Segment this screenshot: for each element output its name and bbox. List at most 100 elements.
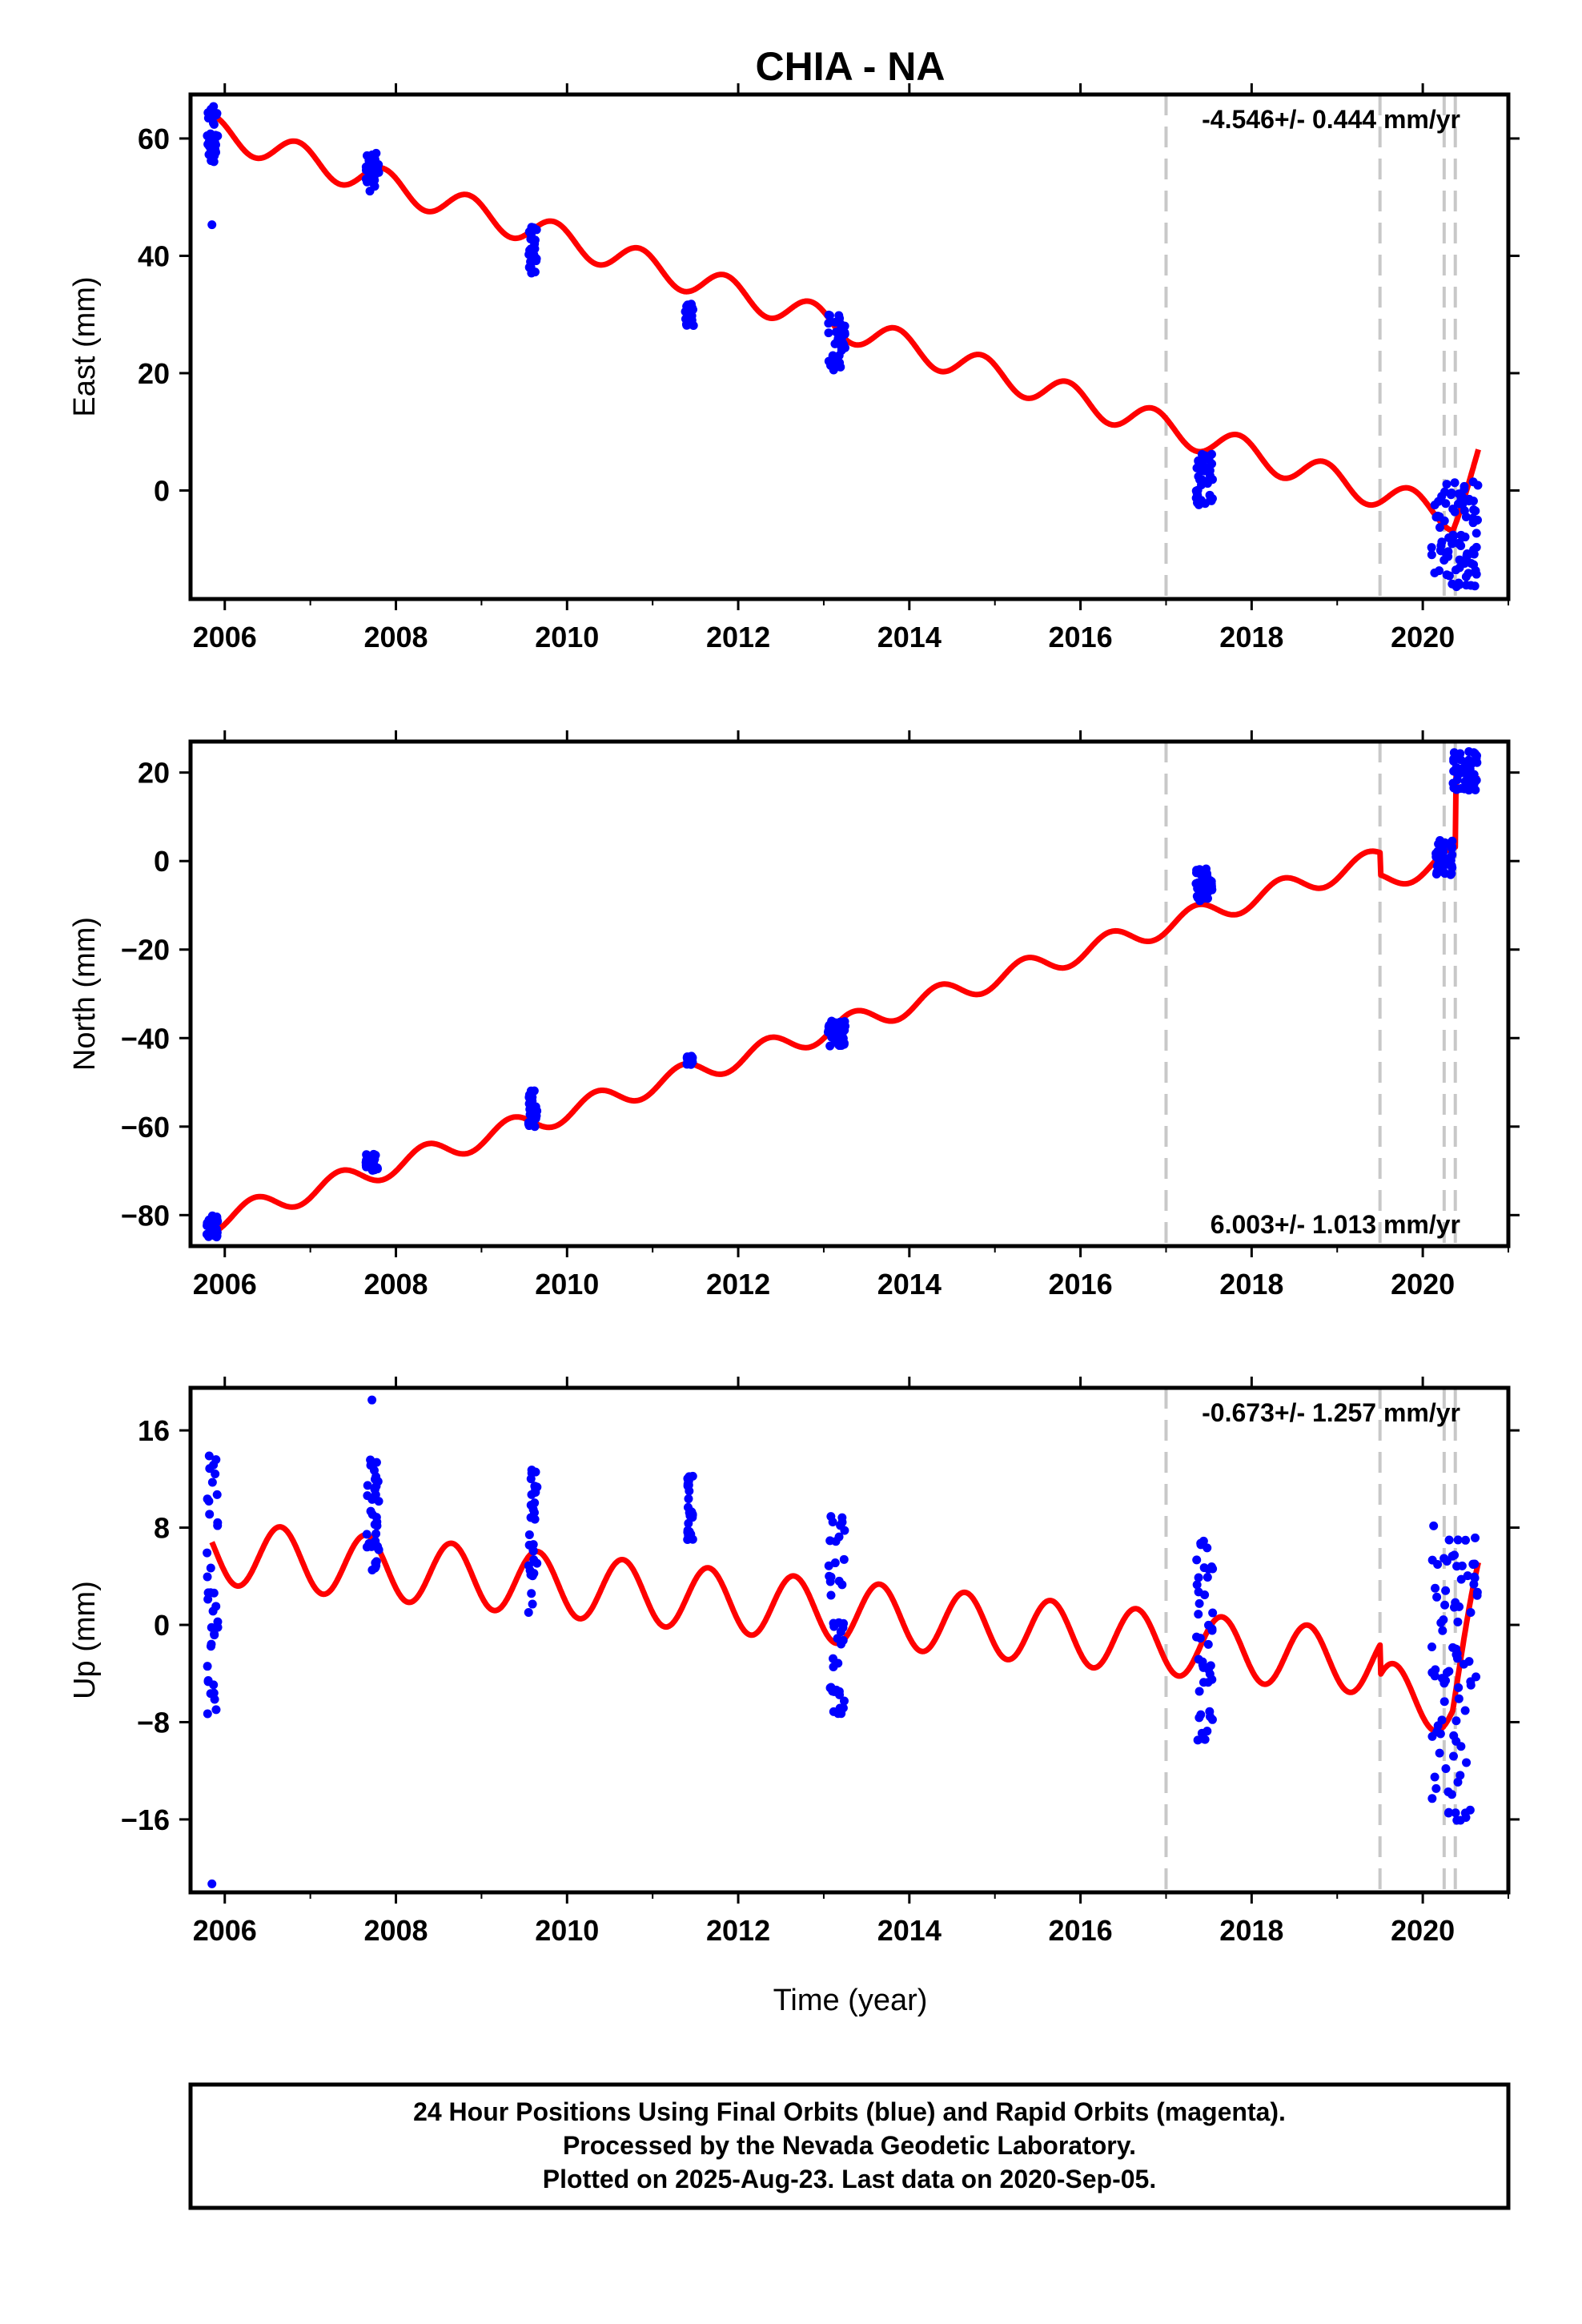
data-point (1443, 1808, 1453, 1818)
caption-box (188, 2082, 1511, 2210)
y-axis-label: Up (mm) (68, 1581, 102, 1699)
data-point (834, 311, 844, 320)
data-point (1427, 543, 1436, 553)
data-point (1427, 1642, 1436, 1652)
data-point (207, 110, 217, 119)
data-point (834, 1532, 844, 1542)
data-point (1427, 550, 1436, 560)
x-tick-label: 2014 (877, 1268, 942, 1301)
data-point (1454, 1683, 1464, 1692)
data-point-outlier (207, 220, 217, 230)
data-point (1461, 1813, 1471, 1823)
plot-frame (188, 739, 1511, 1248)
data-point (684, 1494, 693, 1504)
data-point (1472, 515, 1482, 525)
data-point (1435, 1729, 1445, 1739)
data-point (1431, 1583, 1440, 1593)
data-point (825, 311, 834, 320)
data-point (682, 320, 692, 330)
data-point (374, 160, 383, 170)
data-point (1196, 476, 1206, 485)
data-point (209, 1460, 219, 1470)
data-point (1433, 860, 1443, 870)
data-point (1208, 1608, 1218, 1618)
data-point (1194, 1610, 1203, 1619)
north-panel: 2006 2008 2010 2012 2014 2016 2018 2020 −80 −60 −4… (68, 730, 1520, 1301)
data-point (1207, 1715, 1217, 1724)
data-point (833, 1634, 842, 1643)
data-point (1460, 481, 1469, 491)
x-tick-label: 2006 (193, 621, 257, 653)
data-point (1192, 1580, 1202, 1590)
x-tick-label: 2012 (706, 1914, 770, 1947)
x-tick-label: 2010 (535, 621, 599, 653)
data-point (206, 1689, 215, 1699)
data-point (830, 1558, 840, 1568)
data-point (528, 1110, 537, 1120)
data-point (1460, 506, 1469, 516)
data-point (1192, 489, 1202, 498)
data-point (1472, 569, 1481, 579)
data-point (1442, 480, 1452, 489)
data-point (823, 1027, 833, 1037)
data-point (1435, 566, 1444, 576)
data-point (1461, 581, 1471, 590)
data-point (363, 166, 372, 175)
data-point (1431, 849, 1441, 858)
data-point (832, 1035, 841, 1045)
data-point (1468, 1560, 1478, 1570)
data-point (207, 1478, 217, 1487)
data-point (1194, 500, 1203, 509)
data-point (684, 1480, 693, 1490)
data-point (825, 1041, 835, 1051)
data-point (1453, 1617, 1463, 1626)
data-point (1472, 1590, 1482, 1600)
data-point (685, 308, 694, 317)
data-point (364, 1538, 374, 1548)
data-point (1196, 870, 1206, 879)
up-panel: 2006 2008 2010 2012 2014 2016 2018 2020 −16 −8 0 8 1… (68, 1377, 1520, 1947)
data-point (1452, 580, 1462, 589)
data-point (1451, 1808, 1460, 1818)
data-point (371, 1529, 381, 1538)
data-point (1456, 541, 1466, 551)
caption-line-3: Plotted on 2025-Aug-23. Last data on 202… (543, 2165, 1156, 2193)
data-point (1450, 1550, 1460, 1560)
data-point (1462, 1758, 1472, 1767)
data-point (528, 1540, 538, 1550)
data-point (1192, 1555, 1202, 1565)
y-tick-label: −80 (121, 1199, 170, 1232)
data-point (1448, 530, 1458, 540)
data-point (1449, 748, 1459, 758)
data-point (530, 267, 540, 277)
data-point (211, 1705, 221, 1715)
x-tick-label: 2012 (706, 621, 770, 653)
data-point (1427, 1794, 1437, 1803)
data-point-outlier (207, 1879, 217, 1888)
data-point (1452, 1716, 1461, 1726)
data-point (1440, 1600, 1450, 1610)
data-point (203, 1709, 212, 1719)
rate-label: -4.546+/- 0.444 mm/yr (1202, 105, 1460, 134)
data-point (1432, 867, 1442, 877)
data-point (1453, 1535, 1463, 1545)
x-tick-label: 2006 (193, 1914, 257, 1947)
data-point (209, 157, 219, 167)
data-point (688, 1054, 697, 1063)
data-point (1195, 1634, 1205, 1643)
data-point (1196, 1540, 1206, 1550)
data-point (532, 256, 541, 266)
data-point (1470, 581, 1480, 591)
data-point (1450, 507, 1460, 517)
data-point (211, 131, 220, 140)
data-point (1435, 523, 1444, 533)
y-tick-label: 0 (154, 1609, 170, 1642)
data-point (824, 328, 833, 338)
y-axis-label: East (mm) (68, 276, 102, 416)
x-tick-label: 2016 (1049, 1268, 1113, 1301)
data-point (528, 1546, 538, 1556)
data-point (829, 1019, 838, 1029)
data-point (1429, 1521, 1439, 1530)
data-point (204, 1451, 214, 1461)
data-point (1205, 1669, 1215, 1679)
